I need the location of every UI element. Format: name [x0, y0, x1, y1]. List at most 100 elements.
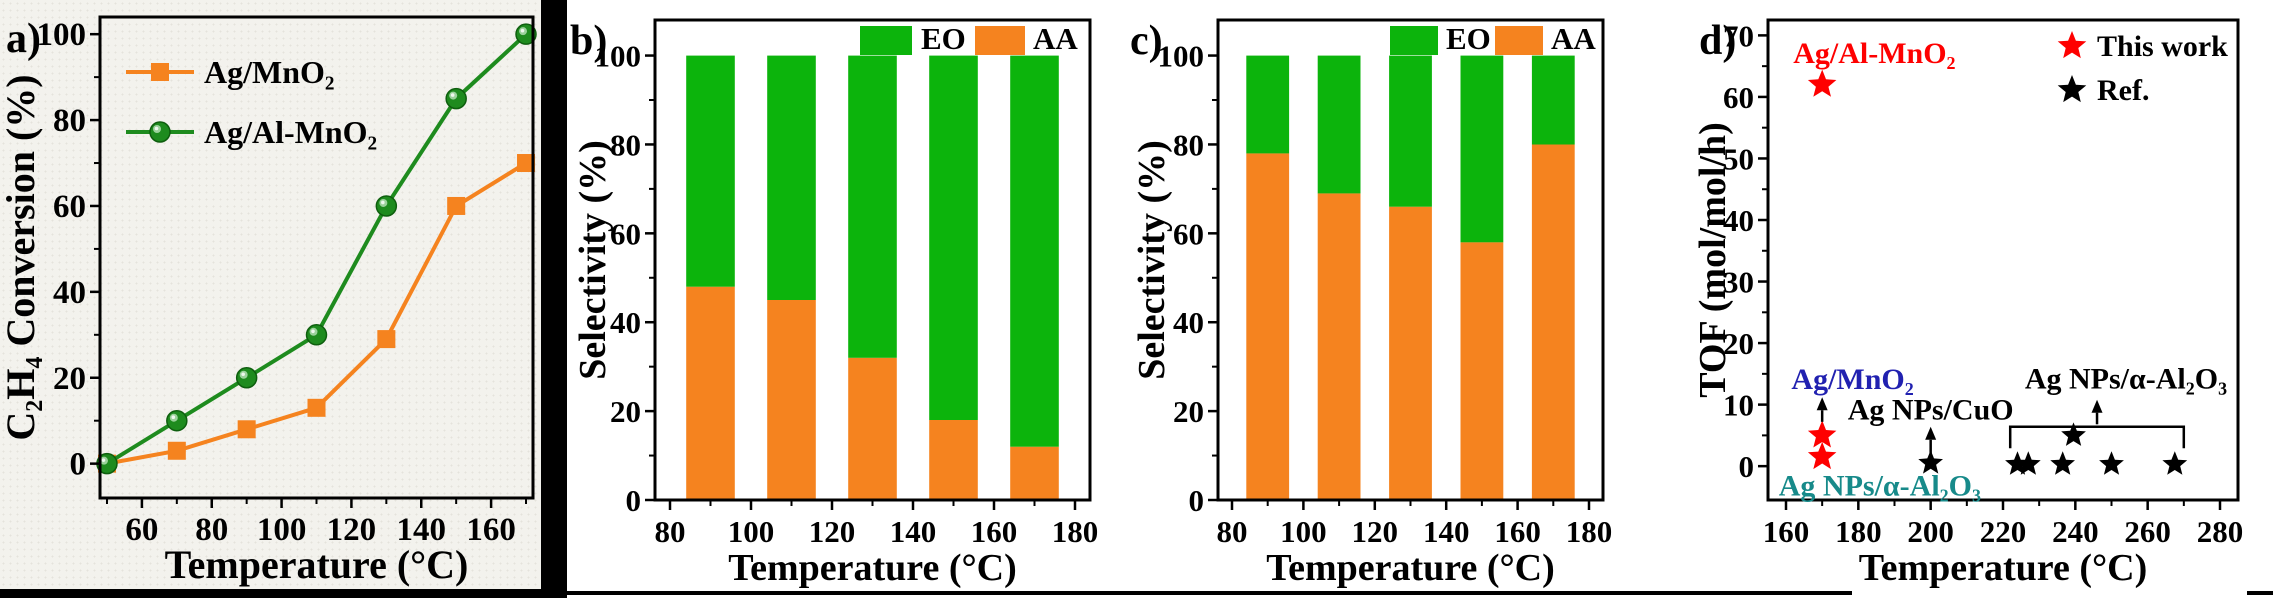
bar-segment-EO [686, 55, 735, 287]
annotation: Ag/MnO₂ [1791, 363, 1914, 422]
bar-segment-AA [848, 357, 897, 500]
y-axis-label: Selectivity (%) [1131, 140, 1173, 380]
legend-label: AA [1033, 21, 1078, 56]
square-marker [307, 398, 326, 417]
legend-swatch-EO [1390, 26, 1438, 55]
annotation: Ag NPs/α-Al₂O₃ [1779, 470, 1981, 503]
sphere-marker-gloss [381, 200, 385, 205]
bar-segment-AA [1389, 206, 1432, 500]
x-tick-label: 160 [1494, 514, 1541, 549]
square-marker [237, 420, 256, 439]
square-marker [517, 154, 536, 173]
x-tick-label: 160 [1763, 514, 1810, 549]
bottom-border-strip-bc [567, 591, 1852, 595]
y-tick-label: 40 [1173, 305, 1204, 340]
bar-segment-AA [1010, 446, 1059, 500]
x-tick-label: 80 [655, 514, 686, 549]
x-tick-label: 100 [1280, 514, 1327, 549]
y-tick-label: 0 [70, 447, 87, 483]
x-tick-label: 120 [1352, 514, 1399, 549]
annotation: Ag/Al-MnO₂ [1793, 37, 1955, 70]
y-tick-label: 20 [53, 361, 86, 397]
x-tick-label: 100 [257, 512, 307, 548]
x-tick-label: 80 [195, 512, 228, 548]
annotation-label: Ag/Al-MnO₂ [1793, 37, 1955, 70]
sphere-marker-gloss [154, 126, 159, 131]
bar-segment-EO [1389, 55, 1432, 207]
bar-segment-EO [1460, 55, 1504, 243]
selectivity-stacked-bar-chart-c: 80 100 120 140 160 180020406080100Temperature… [1130, 18, 1612, 589]
sphere-marker [149, 121, 171, 143]
y-tick-label: 100 [595, 39, 642, 74]
y-tick-label: 100 [37, 17, 87, 53]
y-tick-label: 80 [53, 103, 86, 139]
bar-segment-EO [767, 55, 816, 300]
y-tick-label: 40 [53, 275, 86, 311]
x-tick-label: 140 [397, 512, 447, 548]
legend: Ag/MnO₂ Ag/Al-MnO₂ [126, 54, 377, 150]
tof-scatter-chart: 160 180 200 220 240 260 280 0 10 20 30 40 50 60 70 Temp… [1695, 18, 2243, 589]
star-point [2061, 422, 2086, 446]
x-axis-label: Temperature (°C) [165, 542, 469, 587]
axes-ticks: 80 100 120 140 160 180 0 20 40 60 80 100 [595, 39, 1099, 549]
bar-segment-AA [686, 286, 735, 500]
legend: EO AA [1390, 21, 1596, 56]
series-layer [1246, 55, 1575, 501]
legend: EO AA [860, 21, 1078, 56]
bar-segment-EO [1246, 55, 1290, 154]
y-tick-label: 20 [1723, 326, 1754, 361]
annotation-label: Ag/MnO₂ [1791, 363, 1913, 396]
y-tick-label: 20 [610, 394, 641, 429]
x-tick-label: 160 [971, 514, 1018, 549]
x-axis-label: Temperature (°C) [728, 547, 1017, 589]
sphere-marker [375, 195, 398, 217]
x-tick-label: 240 [2052, 514, 2099, 549]
x-tick-label: 220 [1980, 514, 2027, 549]
x-tick-label: 80 [1217, 514, 1248, 549]
x-tick-label: 180 [1052, 514, 1099, 549]
plot-root: 80 100 120 140 160 180020406080100Temperature… [1130, 18, 1612, 589]
square-marker [447, 196, 466, 215]
x-tick-label: 280 [2197, 514, 2244, 549]
y-tick-label: 60 [1173, 216, 1204, 251]
annotation: Ag NPs/CuO [1848, 393, 2014, 455]
y-tick-label: 0 [626, 483, 642, 518]
star-point [1807, 69, 1837, 97]
annotation-label: Ag NPs/CuO [1848, 393, 2014, 426]
bottom-border-strip-d [2247, 591, 2273, 595]
x-tick-label: 200 [1907, 514, 1954, 549]
bar-segment-AA [1460, 242, 1504, 500]
bar-segment-AA [1317, 193, 1361, 501]
x-tick-label: 60 [125, 512, 158, 548]
sphere-marker [445, 87, 467, 110]
bar-segment-AA [929, 420, 978, 500]
sphere-marker-gloss [520, 28, 525, 33]
y-tick-label: 80 [1173, 127, 1204, 162]
y-axis-label: Selectivity (%) [572, 140, 614, 380]
legend-star-sample [2057, 31, 2087, 59]
sphere-marker-gloss [171, 415, 176, 419]
panel-c-selectivity-chart: 80 100 120 140 160 180 0 20 40 60 80 100 Temperature… [1128, 0, 1695, 598]
y-tick-label: 30 [1723, 265, 1754, 300]
legend-label: EO [921, 21, 966, 56]
legend-label: Ref. [2097, 74, 2149, 107]
x-tick-label: 120 [327, 512, 377, 548]
x-tick-label: 180 [1566, 514, 1613, 549]
square-marker [377, 330, 396, 349]
axes-ticks: 160 180 200 220 240 260 280 0 10 20 30 40 50 60 70 [1723, 18, 2243, 549]
selectivity-stacked-bar-chart-b: 80 100 120 140 160 180020406080100Temperature… [570, 18, 1098, 589]
star-point [2050, 451, 2075, 475]
sphere-marker-gloss [311, 329, 315, 334]
x-axis-label: Temperature (°C) [1859, 547, 2148, 589]
legend-star-sample [2057, 75, 2087, 103]
annotation: Ag NPs/α-Al₂O₃ [2008, 363, 2227, 449]
star-point [2099, 451, 2124, 475]
annotation-arrow-head [2091, 399, 2103, 413]
sphere-marker [166, 409, 188, 432]
plot-root: 80 100 120 140 160 180020406080100Temperature… [570, 18, 1098, 589]
x-tick-label: 100 [728, 514, 775, 549]
panel-divider-bar [541, 0, 567, 598]
bar-segment-AA [1246, 153, 1290, 501]
series-layer [1807, 69, 2188, 475]
legend-label: Ag/MnO₂ [204, 54, 334, 90]
